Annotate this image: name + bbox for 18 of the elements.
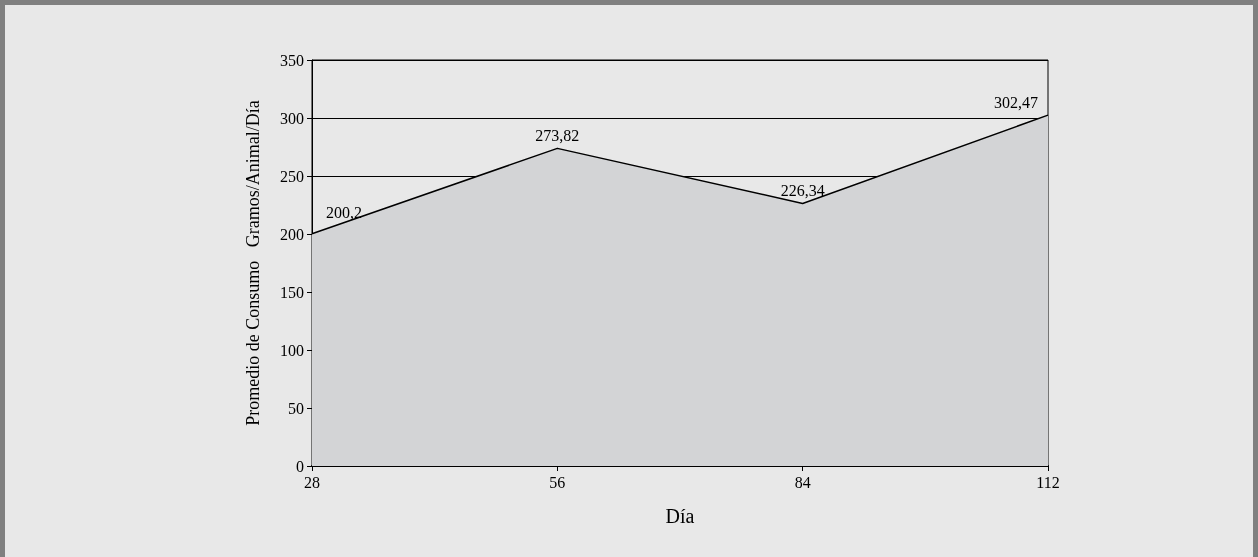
y-tick-label: 100 <box>280 341 304 359</box>
y-tick-label: 150 <box>280 283 304 301</box>
y-tick-label: 0 <box>296 457 304 475</box>
x-tick-label: 56 <box>549 473 566 491</box>
data-label: 200,2 <box>326 204 362 222</box>
data-label: 273,82 <box>535 126 580 144</box>
y-tick-label: 300 <box>280 109 304 127</box>
x-tick-label: 112 <box>1036 473 1060 491</box>
y-tick-label: 250 <box>280 167 304 185</box>
y-tick-label: 350 <box>280 51 304 69</box>
y-tick-label: 200 <box>280 225 304 243</box>
x-axis-title: Día <box>665 505 695 527</box>
data-label: 302,47 <box>994 93 1038 111</box>
data-label: 226,34 <box>780 181 825 199</box>
x-tick-label: 28 <box>304 473 320 491</box>
y-axis-title: Promedio de Consumo Gramos/Animal/Día <box>243 100 263 426</box>
x-tick-label: 84 <box>794 473 811 491</box>
y-tick-label: 50 <box>288 399 304 417</box>
